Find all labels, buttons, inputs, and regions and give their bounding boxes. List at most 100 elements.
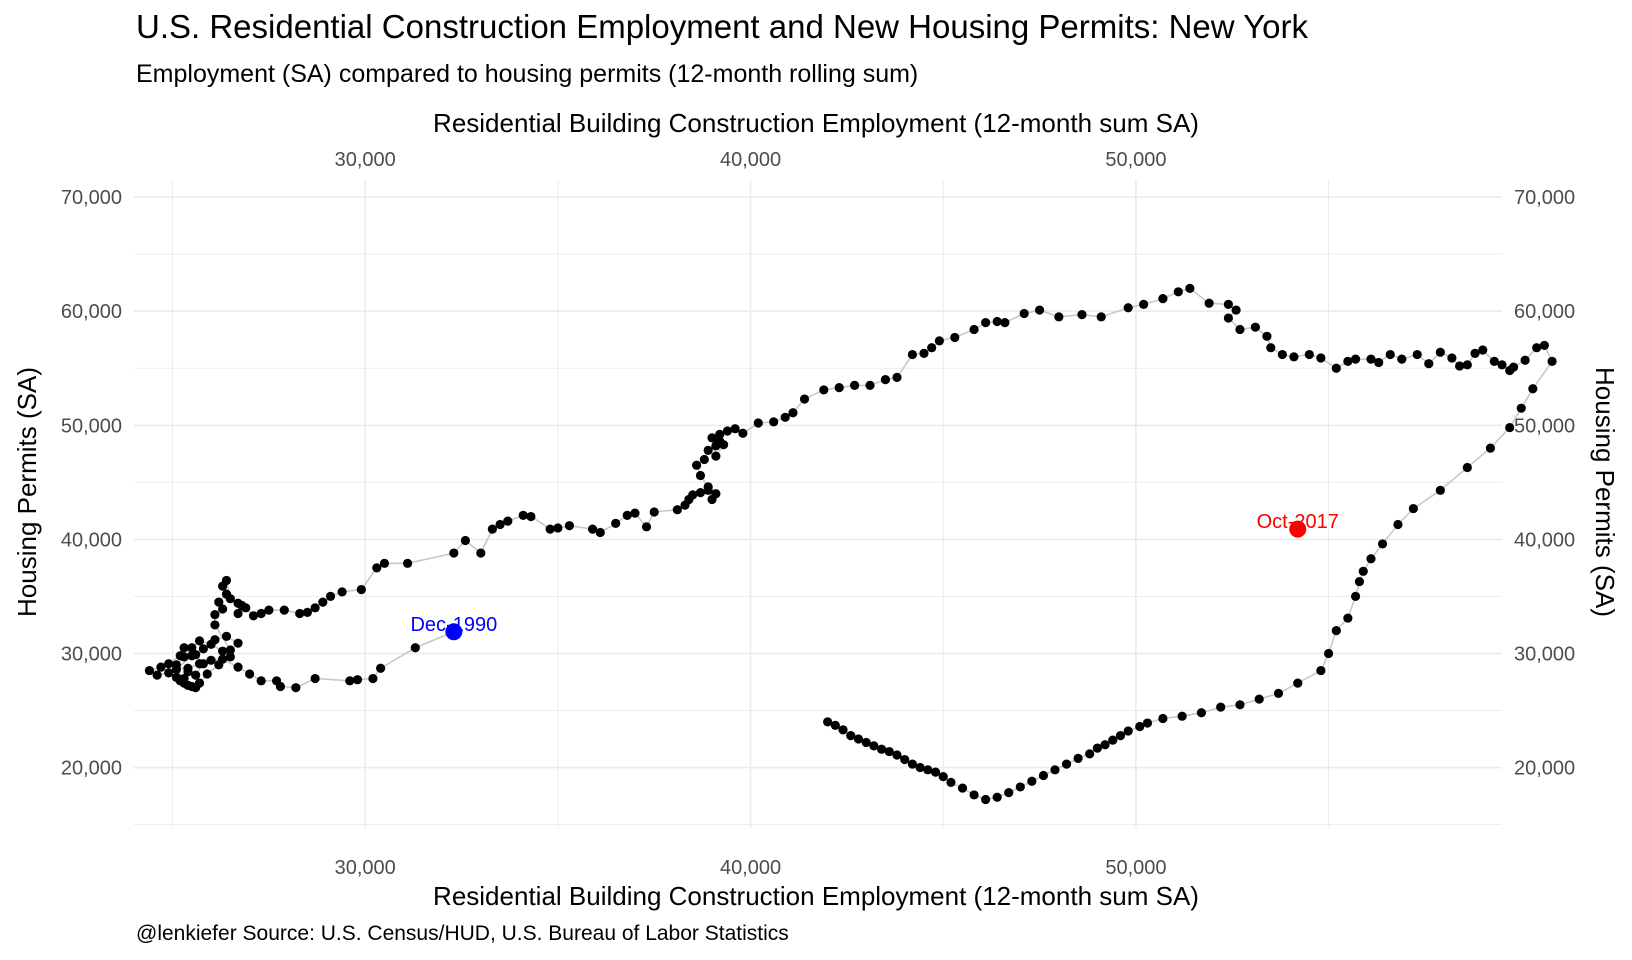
x-tick-label-bottom: 30,000 [335, 857, 396, 879]
data-point [210, 620, 220, 630]
data-point [1115, 730, 1126, 741]
y-tick-label-right: 20,000 [1514, 758, 1575, 780]
data-points [144, 283, 1557, 805]
data-point [1223, 299, 1233, 309]
data-point [476, 548, 486, 558]
data-point [695, 487, 706, 498]
data-point [611, 518, 621, 528]
data-point [688, 490, 698, 500]
data-point [703, 482, 713, 492]
data-point [1085, 749, 1095, 759]
data-point [1385, 349, 1395, 360]
data-point [900, 754, 910, 765]
data-point [248, 611, 259, 621]
data-point [191, 683, 201, 693]
data-point [256, 676, 266, 686]
data-point [1142, 718, 1153, 728]
data-point [225, 645, 235, 655]
data-point [769, 417, 779, 427]
data-point [526, 511, 536, 522]
data-point [1139, 299, 1149, 309]
data-point [930, 767, 941, 777]
data-point [368, 673, 378, 684]
data-point [410, 643, 420, 653]
data-point [907, 759, 918, 769]
data-point [730, 424, 740, 434]
data-point [1223, 313, 1233, 323]
data-point [545, 524, 555, 534]
data-point [834, 383, 844, 393]
data-point [1196, 708, 1207, 718]
data-point [938, 772, 948, 782]
data-point [1547, 356, 1557, 366]
start-point-marker [445, 623, 463, 641]
data-point [245, 669, 255, 679]
x-tick-label-bottom: 50,000 [1105, 857, 1166, 879]
tick-labels: 30,000 30,000 40,000 40,000 50,000 50,000 20,0… [61, 149, 1575, 879]
data-point [356, 584, 366, 595]
data-point [460, 535, 471, 546]
series-path [147, 287, 1554, 801]
data-point [1505, 422, 1515, 433]
data-point [672, 505, 682, 515]
data-point [707, 494, 717, 505]
data-point [1397, 354, 1407, 364]
y-axis-title-right: Housing Permits (SA) [1590, 367, 1620, 617]
data-point [233, 662, 243, 672]
data-point [927, 343, 937, 353]
y-tick-label-left: 40,000 [61, 529, 122, 551]
data-point [1343, 356, 1353, 366]
data-point [1100, 740, 1110, 750]
data-point [715, 429, 725, 440]
y-axis-title-left: Housing Permits (SA) [12, 367, 42, 617]
data-point [403, 558, 413, 568]
data-point [271, 676, 282, 686]
data-point [206, 655, 216, 665]
data-point [1323, 648, 1334, 659]
data-point [1462, 360, 1472, 370]
data-point [1077, 310, 1087, 320]
data-point [518, 510, 528, 521]
data-point [376, 663, 386, 673]
data-point [969, 790, 979, 800]
data-point [1508, 362, 1519, 372]
data-point [819, 385, 829, 395]
data-point [1235, 324, 1245, 335]
data-point [595, 527, 605, 538]
data-point [1489, 356, 1499, 366]
data-point [788, 408, 798, 418]
data-point [183, 680, 193, 690]
data-point [1277, 349, 1287, 360]
data-point [1019, 308, 1029, 319]
chart-subtitle: Employment (SA) compared to housing perm… [136, 60, 919, 88]
data-point [1073, 753, 1083, 764]
data-point [291, 683, 301, 693]
data-point [1331, 626, 1341, 636]
data-point [164, 659, 174, 669]
y-tick-label-right: 30,000 [1514, 643, 1575, 665]
data-point [295, 608, 305, 619]
data-point [1354, 576, 1365, 587]
data-point [850, 380, 860, 390]
data-point [907, 349, 918, 360]
data-point [641, 522, 652, 532]
data-point [179, 673, 189, 684]
data-point [934, 336, 944, 346]
data-point [503, 516, 513, 526]
data-point [1204, 298, 1214, 308]
data-point [495, 519, 505, 530]
data-point [1516, 403, 1526, 413]
y-tick-label-right: 40,000 [1514, 529, 1575, 551]
data-point [1358, 566, 1368, 576]
data-point [981, 318, 991, 328]
data-point [210, 610, 220, 620]
data-point [1054, 312, 1064, 322]
data-point [780, 412, 790, 422]
data-point [981, 794, 991, 805]
data-point [1216, 702, 1226, 712]
data-point [1316, 665, 1326, 676]
data-point [1343, 613, 1353, 623]
data-point [1293, 678, 1303, 688]
data-point [1331, 363, 1341, 373]
y-tick-label-left: 60,000 [61, 301, 122, 323]
